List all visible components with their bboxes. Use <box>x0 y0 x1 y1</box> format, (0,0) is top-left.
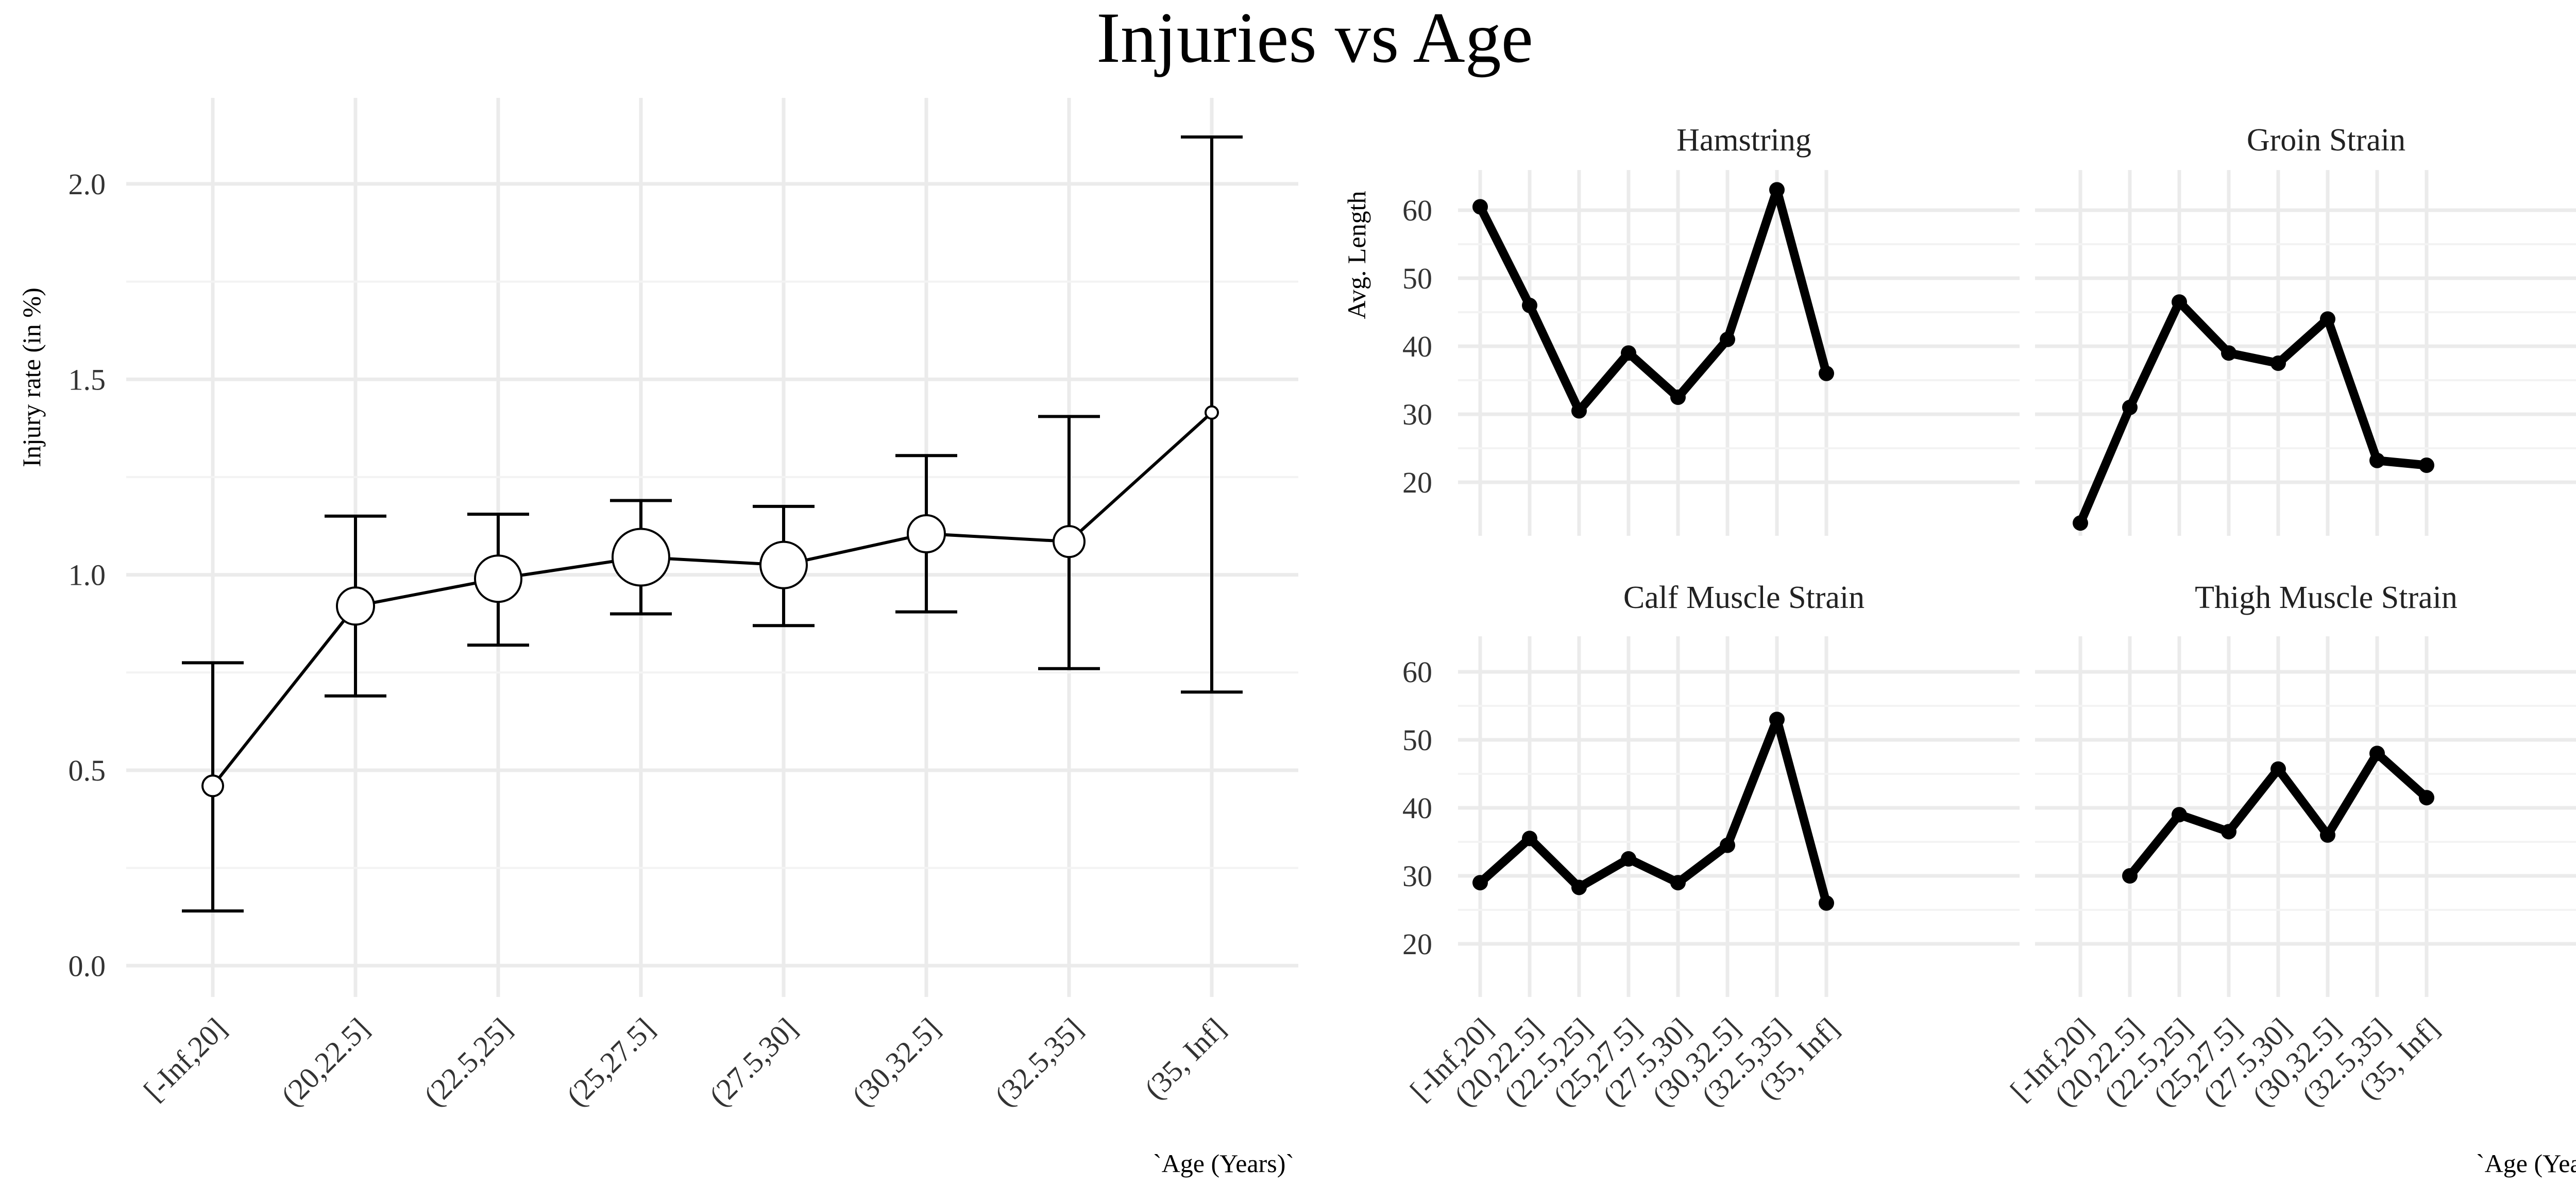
data-point <box>1621 345 1636 361</box>
data-point <box>2369 746 2385 761</box>
data-point <box>1670 390 1686 405</box>
y-axis-title: Injury rate (in %) <box>17 287 46 467</box>
avg-length-facets: Hamstring 20 30 40 50 60 Groin Strain Calf Musc… <box>1342 123 2576 1178</box>
data-point <box>1522 297 1537 313</box>
x-tick-label: [-Inf,20] <box>137 1011 233 1107</box>
y-tick-label: 0.0 <box>69 949 106 983</box>
facet-title: Calf Muscle Strain <box>1623 580 1865 615</box>
y-tick-label: 50 <box>1402 723 1432 757</box>
series-line <box>1477 715 1831 905</box>
data-point <box>1769 712 1785 727</box>
data-point <box>1571 879 1587 895</box>
chart-title: Injuries vs Age <box>1096 0 1533 78</box>
facet-panel: Hamstring 20 30 40 50 60 <box>1402 123 2020 536</box>
data-point <box>759 540 808 589</box>
y-tick-label: 1.5 <box>69 363 106 396</box>
x-tick-label: (32.5,35] <box>988 1011 1089 1112</box>
data-point <box>1571 403 1587 419</box>
x-tick-label: (20,22.5] <box>275 1011 376 1112</box>
y-tick-label: 50 <box>1402 262 1432 295</box>
y-tick-label: 60 <box>1402 194 1432 227</box>
data-point <box>1819 895 1834 911</box>
x-tick-label: (25,27.5] <box>560 1011 661 1112</box>
injury-rate-panel: 0.0 0.5 1.0 1.5 2.0 Injury rate (in %) [-Inf,2… <box>17 98 1298 1178</box>
data-point <box>2270 761 2286 777</box>
y-tick-label: 30 <box>1402 398 1432 431</box>
series-line <box>2076 297 2427 525</box>
facet-panel: Calf Muscle Strain2030405060[-Inf,20](20… <box>1402 580 2020 1113</box>
facet-title: Hamstring <box>1676 123 1811 158</box>
data-point <box>474 554 522 603</box>
data-point <box>1769 182 1785 198</box>
x-tick-label: (35, Inf] <box>1138 1011 1232 1106</box>
y-tick-label: 20 <box>1402 466 1432 499</box>
data-point <box>1205 405 1219 420</box>
data-point <box>2221 345 2236 361</box>
x-tick-label: (30,32.5] <box>845 1011 946 1112</box>
y-tick-label: 2.0 <box>69 167 106 201</box>
data-point <box>2122 399 2138 415</box>
y-tick-label: 20 <box>1402 927 1432 961</box>
data-point <box>907 514 946 553</box>
data-point <box>2122 868 2138 884</box>
y-tick-label: 40 <box>1402 330 1432 363</box>
data-point <box>1472 199 1488 215</box>
y-tick-label: 60 <box>1402 655 1432 689</box>
y-tick-label: 1.0 <box>69 558 106 592</box>
data-point <box>2221 824 2236 840</box>
facet-title: Thigh Muscle Strain <box>2195 580 2458 615</box>
data-point <box>1522 831 1537 847</box>
data-point <box>2369 452 2385 468</box>
data-point <box>2419 790 2434 806</box>
data-point <box>1670 875 1686 891</box>
data-point <box>1621 851 1636 867</box>
data-point <box>2320 311 2335 327</box>
facet-panel: Groin Strain <box>2035 123 2576 536</box>
data-point <box>1053 525 1086 558</box>
data-point <box>2073 515 2088 531</box>
x-axis-title: `Age (Years)` <box>2476 1149 2576 1178</box>
facet-panel: Thigh Muscle Strain[-Inf,20](20,22.5](22… <box>2004 580 2576 1113</box>
data-point <box>1819 365 1834 381</box>
x-tick-label: (27.5,30] <box>703 1011 804 1112</box>
facet-title: Groin Strain <box>2247 123 2405 158</box>
data-point <box>2270 355 2286 371</box>
x-axis-title: `Age (Years)` <box>1153 1149 1294 1178</box>
data-point <box>336 586 375 626</box>
y-tick-label: 0.5 <box>69 754 106 787</box>
y-tick-label: 30 <box>1402 859 1432 893</box>
y-axis-title: Avg. Length <box>1342 191 1371 319</box>
series-line <box>211 411 1213 787</box>
data-point <box>1472 875 1488 891</box>
data-point <box>612 528 670 587</box>
data-point <box>2172 294 2187 310</box>
data-point <box>201 774 224 798</box>
series-line <box>1476 185 1831 415</box>
data-point <box>2419 458 2434 473</box>
x-tick-label: (22.5,25] <box>417 1011 518 1112</box>
y-tick-label: 40 <box>1402 791 1432 825</box>
data-point <box>2320 827 2335 843</box>
data-point <box>1720 331 1735 347</box>
data-point <box>1720 837 1735 853</box>
data-point <box>2172 807 2187 823</box>
